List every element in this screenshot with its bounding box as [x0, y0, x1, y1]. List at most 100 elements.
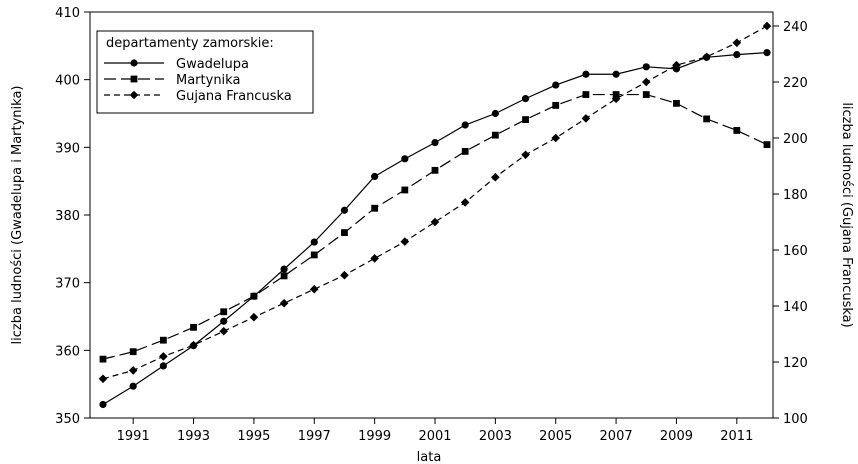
data-point-gujana-francuska [309, 284, 319, 294]
data-point-martynika [159, 336, 167, 344]
data-point-gwadelupa [491, 109, 499, 118]
data-point-martynika [431, 166, 439, 174]
x-tick-label: 1997 [298, 429, 331, 444]
y-right-tick-label: 220 [783, 76, 808, 91]
y-axis-right-title: liczba ludności (Gujana Francuska) [839, 102, 854, 327]
y-axis-left-title: liczba ludności (Gwadelupa i Martynika) [10, 86, 25, 345]
y-right-tick-label: 120 [783, 356, 808, 371]
series-gwadelupa [99, 49, 771, 409]
y-left-tick-label: 410 [55, 6, 80, 21]
legend-marker-martynika [130, 75, 138, 83]
data-point-martynika [763, 141, 771, 149]
x-tick-label: 1999 [358, 429, 391, 444]
data-point-gwadelupa [521, 95, 530, 103]
data-point-gujana-francuska [672, 60, 681, 70]
data-point-martynika [673, 99, 680, 107]
data-point-gujana-francuska [521, 150, 530, 160]
data-point-martynika [703, 115, 711, 123]
data-point-gujana-francuska [702, 52, 711, 62]
legend-label-gujana-francuska: Gujana Francuska [176, 89, 292, 104]
legend: departamenty zamorskie: GwadelupaMartyni… [96, 30, 314, 114]
data-point-martynika [341, 229, 348, 236]
series-layer [98, 21, 772, 409]
y-right-tick-label: 180 [783, 188, 808, 203]
y-right-tick-label: 160 [783, 244, 808, 259]
data-point-gwadelupa [552, 81, 560, 89]
data-point-gwadelupa [431, 138, 439, 147]
y-left-tick-label: 390 [55, 141, 80, 156]
data-point-martynika [552, 101, 560, 109]
data-point-martynika [371, 204, 379, 212]
data-point-martynika [280, 272, 288, 280]
data-point-gujana-francuska [491, 172, 500, 182]
series-line-gujana-francuska [102, 25, 768, 380]
data-point-gujana-francuska [279, 298, 289, 308]
y-right-tick-label: 140 [783, 300, 808, 315]
data-point-martynika [220, 308, 228, 316]
data-point-martynika [491, 131, 499, 139]
data-point-martynika [733, 127, 741, 134]
data-point-martynika [582, 91, 590, 98]
x-tick-label: 1993 [177, 429, 210, 444]
x-tick-label: 1991 [117, 429, 150, 444]
data-point-gwadelupa [401, 155, 409, 163]
data-point-gujana-francuska [551, 133, 561, 143]
data-point-martynika [642, 91, 650, 98]
legend-title: departamenty zamorskie: [106, 36, 274, 51]
data-point-martynika [522, 116, 529, 123]
y-right-tick-label: 200 [783, 132, 808, 147]
data-point-gujana-francuska [581, 114, 591, 123]
data-point-gwadelupa [612, 70, 620, 78]
data-point-gwadelupa [280, 265, 288, 273]
axes: 1991 1993 1995 1997 1999 2001 2003 2005 2007 2009… [55, 6, 808, 444]
y-right-tick-label: 100 [783, 412, 808, 427]
data-point-gwadelupa [763, 49, 771, 57]
data-point-gujana-francuska [249, 312, 259, 322]
data-point-gujana-francuska [159, 352, 168, 361]
y-left-tick-label: 350 [55, 412, 80, 427]
data-point-gujana-francuska [430, 217, 440, 227]
data-point-martynika [250, 292, 258, 300]
data-point-gujana-francuska [98, 374, 108, 384]
x-tick-label: 2005 [539, 429, 572, 444]
data-point-gujana-francuska [641, 77, 651, 87]
series-martynika [99, 91, 771, 363]
data-point-gujana-francuska [460, 198, 470, 207]
data-point-gujana-francuska [219, 326, 229, 336]
data-point-gujana-francuska [189, 340, 198, 350]
data-point-gujana-francuska [340, 270, 349, 280]
y-left-tick-label: 380 [55, 209, 80, 224]
data-point-martynika [190, 323, 197, 331]
y-left-tick-label: 400 [55, 74, 80, 89]
data-point-gwadelupa [461, 121, 469, 129]
legend-box [96, 30, 314, 114]
legend-marker-gujana-francuska [129, 90, 139, 100]
data-point-gujana-francuska [370, 254, 379, 263]
data-point-gwadelupa [220, 317, 228, 325]
data-point-gwadelupa [310, 238, 318, 246]
series-gujana-francuska [98, 21, 772, 384]
legend-label-gwadelupa: Gwadelupa [176, 57, 249, 72]
x-tick-label: 2007 [600, 429, 633, 444]
x-tick-label: 1995 [237, 429, 270, 444]
x-tick-label: 2011 [720, 429, 753, 444]
data-point-gwadelupa [159, 362, 167, 370]
data-point-gwadelupa [129, 382, 137, 390]
data-point-gujana-francuska [128, 366, 138, 375]
data-point-martynika [99, 355, 107, 363]
x-axis-title: lata [417, 450, 442, 464]
data-point-gwadelupa [371, 172, 379, 181]
series-line-martynika [102, 93, 768, 360]
x-tick-label: 2003 [479, 429, 512, 444]
data-point-gujana-francuska [732, 38, 742, 48]
data-point-martynika [461, 147, 469, 155]
x-tick-label: 2009 [660, 429, 693, 444]
x-tick-label: 2001 [418, 429, 451, 444]
legend-marker-gwadelupa [130, 59, 138, 67]
data-point-gujana-francuska [762, 21, 772, 31]
y-right-tick-label: 240 [783, 20, 808, 35]
data-point-martynika [401, 186, 409, 194]
data-point-gwadelupa [642, 63, 650, 71]
